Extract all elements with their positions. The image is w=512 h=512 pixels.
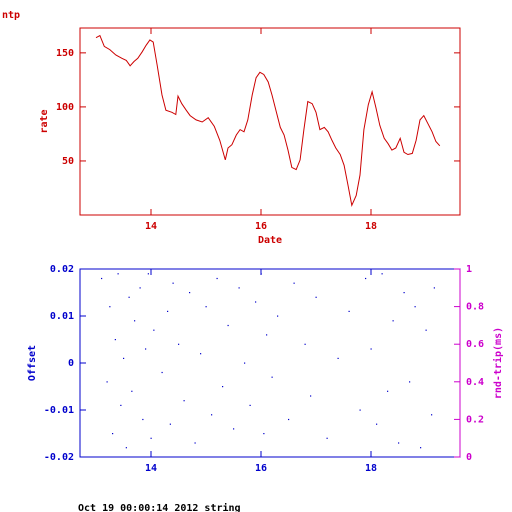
data-point [403, 292, 405, 294]
plot-frame [79, 27, 461, 216]
data-point [348, 310, 350, 312]
data-point [125, 447, 127, 449]
data-point [293, 282, 295, 284]
data-point [409, 381, 411, 383]
data-point [244, 362, 246, 364]
data-line [95, 34, 441, 207]
data-point [398, 442, 400, 444]
data-point [315, 296, 317, 298]
chart-title: ntp [2, 10, 20, 21]
data-point [112, 433, 114, 435]
y-tick-label: -0.02 [44, 452, 74, 463]
y-tick-label: 50 [62, 156, 74, 167]
y2-tick-label: 0.2 [466, 414, 484, 425]
y2-tick-label: 0.4 [466, 377, 484, 388]
data-point [120, 404, 122, 406]
y2-tick-label: 0.8 [466, 302, 484, 313]
y-tick-label: -0.01 [44, 405, 74, 416]
data-point [131, 390, 133, 392]
data-point [304, 343, 306, 345]
data-point [106, 381, 108, 383]
data-point [266, 334, 268, 336]
data-point [238, 287, 240, 289]
data-point [194, 442, 196, 444]
data-point [288, 418, 290, 421]
data-point [277, 315, 279, 317]
data-point [425, 329, 427, 331]
data-point [134, 320, 136, 322]
x-tick-label: 18 [365, 221, 377, 232]
data-point [153, 329, 155, 331]
data-point [376, 423, 378, 425]
data-point [420, 447, 422, 449]
x-tick-label: 14 [145, 221, 157, 232]
data-point [310, 395, 312, 397]
x-axis-label: Date [258, 235, 282, 246]
data-point [169, 423, 171, 425]
y-axis-label: Offset [27, 345, 38, 381]
y-axis-label: rate [39, 109, 50, 133]
data-point [161, 371, 163, 374]
data-point [233, 428, 235, 430]
data-point [227, 324, 229, 327]
data-point [123, 357, 125, 359]
data-point [200, 353, 202, 355]
data-point [392, 320, 394, 322]
data-point [271, 376, 273, 378]
x-tick-label: 16 [255, 221, 267, 232]
data-point [139, 287, 141, 289]
data-point [337, 357, 339, 359]
data-point [150, 437, 152, 439]
y2-tick-label: 0.6 [466, 339, 484, 350]
data-point [205, 306, 207, 308]
y-tick-label: 0 [68, 358, 74, 369]
data-point [255, 301, 257, 303]
data-point [433, 287, 435, 289]
x-tick-label: 14 [145, 463, 157, 474]
data-point [172, 282, 174, 284]
data-point [117, 273, 119, 275]
y-tick-label: 0.01 [50, 311, 74, 322]
data-point [142, 418, 144, 421]
data-point [147, 273, 149, 275]
y-tick-label: 100 [56, 102, 74, 113]
data-point [260, 273, 262, 275]
data-point [183, 400, 185, 402]
y2-tick-label: 0 [466, 452, 472, 463]
data-point [359, 409, 361, 411]
y-tick-label: 0.02 [50, 264, 74, 275]
data-point [211, 414, 213, 416]
data-point [109, 306, 111, 308]
data-point [114, 339, 116, 341]
data-point [222, 386, 224, 388]
data-point [189, 292, 191, 294]
data-point [387, 390, 389, 392]
data-point [431, 414, 433, 416]
footer: Oct 19 00:00:14 2012 string [78, 502, 241, 512]
data-point [178, 343, 180, 345]
data-point [381, 273, 383, 275]
y2-tick-label: 1 [466, 264, 472, 275]
data-point [128, 296, 130, 298]
plot-frame [79, 268, 461, 458]
x-tick-label: 18 [365, 463, 377, 474]
data-point [414, 306, 416, 308]
data-point [167, 310, 169, 312]
x-tick-label: 16 [255, 463, 267, 474]
data-point [145, 348, 147, 350]
data-point [263, 433, 265, 435]
data-point [101, 277, 103, 280]
data-point [370, 348, 372, 350]
data-point [365, 277, 367, 280]
data-point [326, 437, 328, 439]
data-point [216, 277, 218, 280]
y2-axis-label: rnd-trip(ms) [492, 327, 504, 399]
y-tick-label: 150 [56, 48, 74, 59]
data-point [249, 404, 251, 406]
